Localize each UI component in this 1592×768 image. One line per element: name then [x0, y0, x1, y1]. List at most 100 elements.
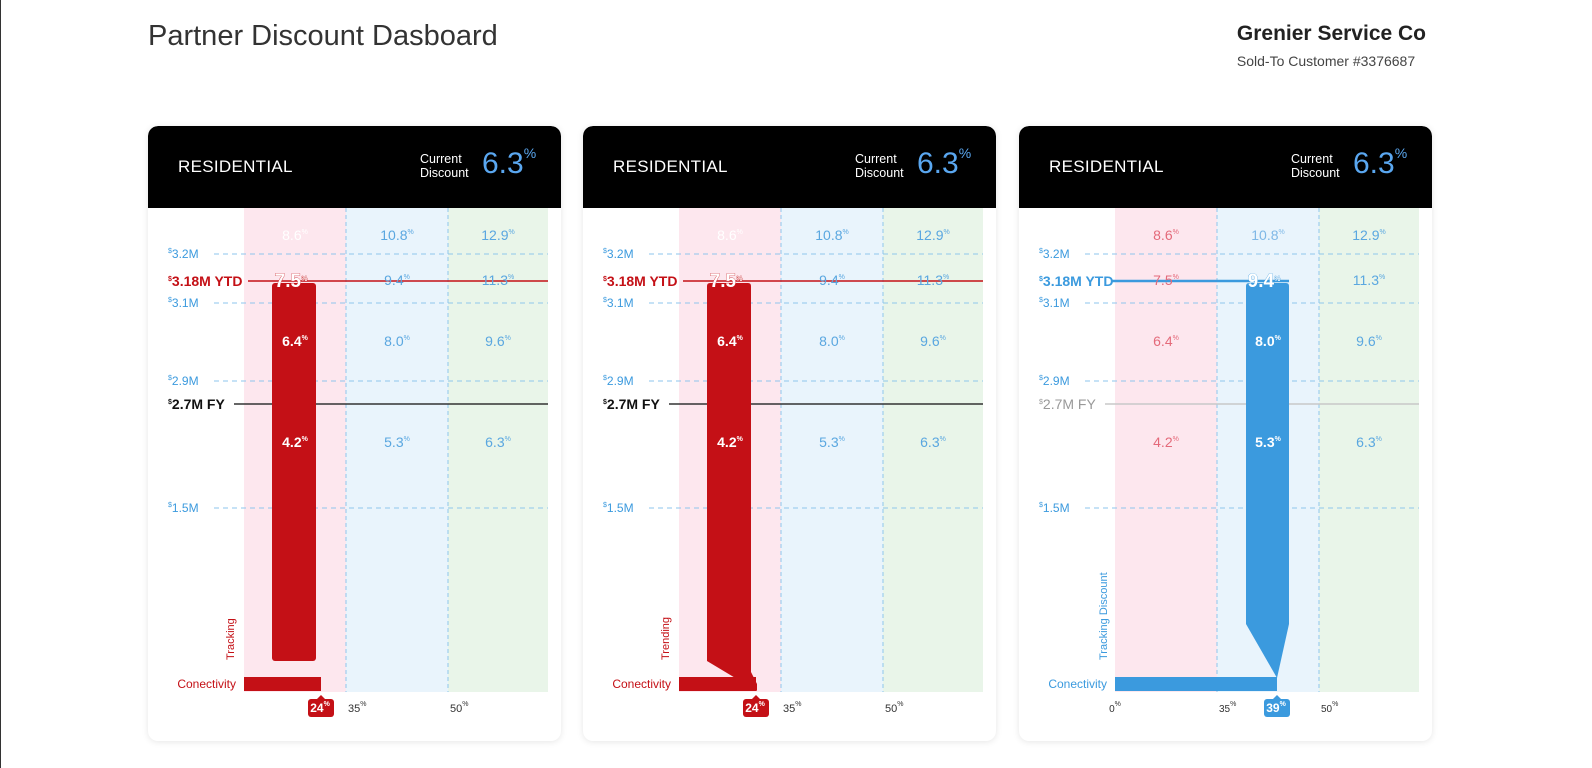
tier-value: 12.9%	[1352, 227, 1385, 243]
tier-value: 4.2%	[1153, 434, 1179, 450]
level-label: $3.2M	[168, 247, 199, 261]
tier-value: 9.4%	[1248, 271, 1281, 292]
tier-value: 6.3%	[485, 434, 511, 450]
level-label: $2.9M	[603, 374, 634, 388]
caption-line: Current	[855, 152, 897, 166]
conectivity-bar	[244, 677, 321, 691]
side-label: Trending	[660, 617, 672, 660]
segment-label: RESIDENTIAL	[1049, 157, 1164, 176]
tier-value: 12.9%	[481, 227, 514, 243]
conectivity-value: 24%	[310, 701, 330, 715]
tier-value: 8.0%	[819, 333, 845, 349]
tier-value: 11.3%	[482, 272, 514, 288]
fy-label: $2.7M FY	[1039, 396, 1096, 412]
tier-value: 12.9%	[916, 227, 949, 243]
tier-value: 8.6%	[717, 227, 743, 243]
tier-value: 9.6%	[485, 333, 511, 349]
tier-column-3	[1319, 208, 1419, 692]
tier-value: 8.0%	[1255, 333, 1281, 349]
caption-line: Current	[420, 152, 462, 166]
tier-value: 6.4%	[282, 333, 308, 349]
tier-value: 5.3%	[384, 434, 410, 450]
segment-label: RESIDENTIAL	[178, 157, 293, 176]
level-label: $3.1M	[1039, 296, 1070, 310]
level-label: $1.5M	[603, 501, 634, 515]
discount-card: RESIDENTIAL Current Discount 6.3% $3.2M $3.1M…	[1019, 126, 1432, 741]
x-tick-label: 35%	[1219, 701, 1236, 715]
conectivity-value: 39%	[1266, 701, 1286, 715]
current-discount-caption: Current Discount	[855, 152, 904, 180]
tier-value: 10.8%	[815, 227, 848, 243]
ytd-label: $3.18M YTD	[603, 273, 677, 289]
discount-card: RESIDENTIAL Current Discount 6.3% $3.2M $3.1M…	[583, 126, 996, 741]
level-label: $3.2M	[1039, 247, 1070, 261]
tier-value: 8.0%	[384, 333, 410, 349]
ytd-bar	[1246, 283, 1289, 678]
company-name: Grenier Service Co	[1236, 22, 1426, 45]
tier-chart: $3.2M $3.1M $2.9M $1.5M $2.7M FY $3.18M YTD 8.…	[603, 208, 983, 717]
card-header: RESIDENTIAL Current Discount 6.3%	[583, 126, 996, 208]
ytd-label: $3.18M YTD	[168, 273, 242, 289]
level-label: $1.5M	[1039, 501, 1070, 515]
tier-value: 4.2%	[282, 434, 308, 450]
tier-value: 11.3%	[917, 272, 949, 288]
ytd-label: $3.18M YTD	[1039, 273, 1113, 289]
conectivity-value: 24%	[745, 701, 765, 715]
discount-card: RESIDENTIAL Current Discount 6.3% $3.2M $3.1M…	[148, 126, 561, 741]
ytd-bar	[707, 283, 757, 691]
current-discount-caption: Current Discount	[420, 152, 469, 180]
side-label: Tracking	[225, 618, 237, 660]
ytd-bar	[272, 283, 316, 661]
fy-label: $2.7M FY	[168, 396, 225, 412]
caption-line: Discount	[420, 166, 469, 180]
tier-value: 7.5%	[1153, 272, 1179, 288]
tier-value: 7.5%	[275, 271, 308, 292]
tier-value: 11.3%	[1353, 272, 1385, 288]
caption-line: Discount	[855, 166, 904, 180]
x-tick-label: 50%	[1321, 701, 1338, 715]
x-tick-label: 0%	[1109, 701, 1121, 715]
conectivity-bar	[679, 677, 756, 691]
x-tick-label: 50%	[885, 701, 903, 715]
tier-value: 9.4%	[384, 272, 410, 288]
tier-value: 10.8%	[380, 227, 413, 243]
level-label: $2.9M	[1039, 374, 1070, 388]
caption-line: Current	[1291, 152, 1333, 166]
level-label: $2.9M	[168, 374, 199, 388]
tier-column-1	[1115, 208, 1217, 692]
tier-value: 5.3%	[819, 434, 845, 450]
conectivity-value-badge: 24%	[308, 695, 334, 717]
tier-value: 4.2%	[717, 434, 743, 450]
conectivity-value-badge: 39%	[1264, 695, 1290, 717]
conectivity-bar	[1115, 677, 1277, 691]
caption-line: Discount	[1291, 166, 1340, 180]
current-discount-value: 6.3%	[1353, 145, 1408, 180]
tier-chart: $3.2M $3.1M $2.9M $1.5M $2.7M FY $3.18M YTD 8.…	[168, 208, 548, 717]
tier-value: 7.5%	[710, 271, 743, 292]
conectivity-label: Conectivity	[1048, 677, 1107, 691]
current-discount-value: 6.3%	[917, 145, 972, 180]
conectivity-value-badge: 24%	[743, 695, 769, 717]
tier-value: 9.4%	[819, 272, 845, 288]
conectivity-label: Conectivity	[177, 677, 236, 691]
tier-value: 6.3%	[920, 434, 946, 450]
tier-value: 8.6%	[1153, 227, 1179, 243]
tier-column-3	[883, 208, 983, 692]
tier-value: 10.8%	[1251, 227, 1284, 243]
tier-column-2	[346, 208, 448, 692]
x-tick-label: 35%	[348, 701, 366, 715]
card-header: RESIDENTIAL Current Discount 6.3%	[148, 126, 561, 208]
tier-value: 9.6%	[1356, 333, 1382, 349]
x-tick-label: 50%	[450, 701, 468, 715]
current-discount-caption: Current Discount	[1291, 152, 1340, 180]
tier-value: 6.4%	[717, 333, 743, 349]
current-discount-value: 6.3%	[482, 145, 537, 180]
conectivity-label: Conectivity	[612, 677, 671, 691]
segment-label: RESIDENTIAL	[613, 157, 728, 176]
level-label: $3.1M	[603, 296, 634, 310]
level-label: $1.5M	[168, 501, 199, 515]
tier-column-3	[448, 208, 548, 692]
fy-label: $2.7M FY	[603, 396, 660, 412]
tier-value: 8.6%	[282, 227, 308, 243]
card-header: RESIDENTIAL Current Discount 6.3%	[1019, 126, 1432, 208]
